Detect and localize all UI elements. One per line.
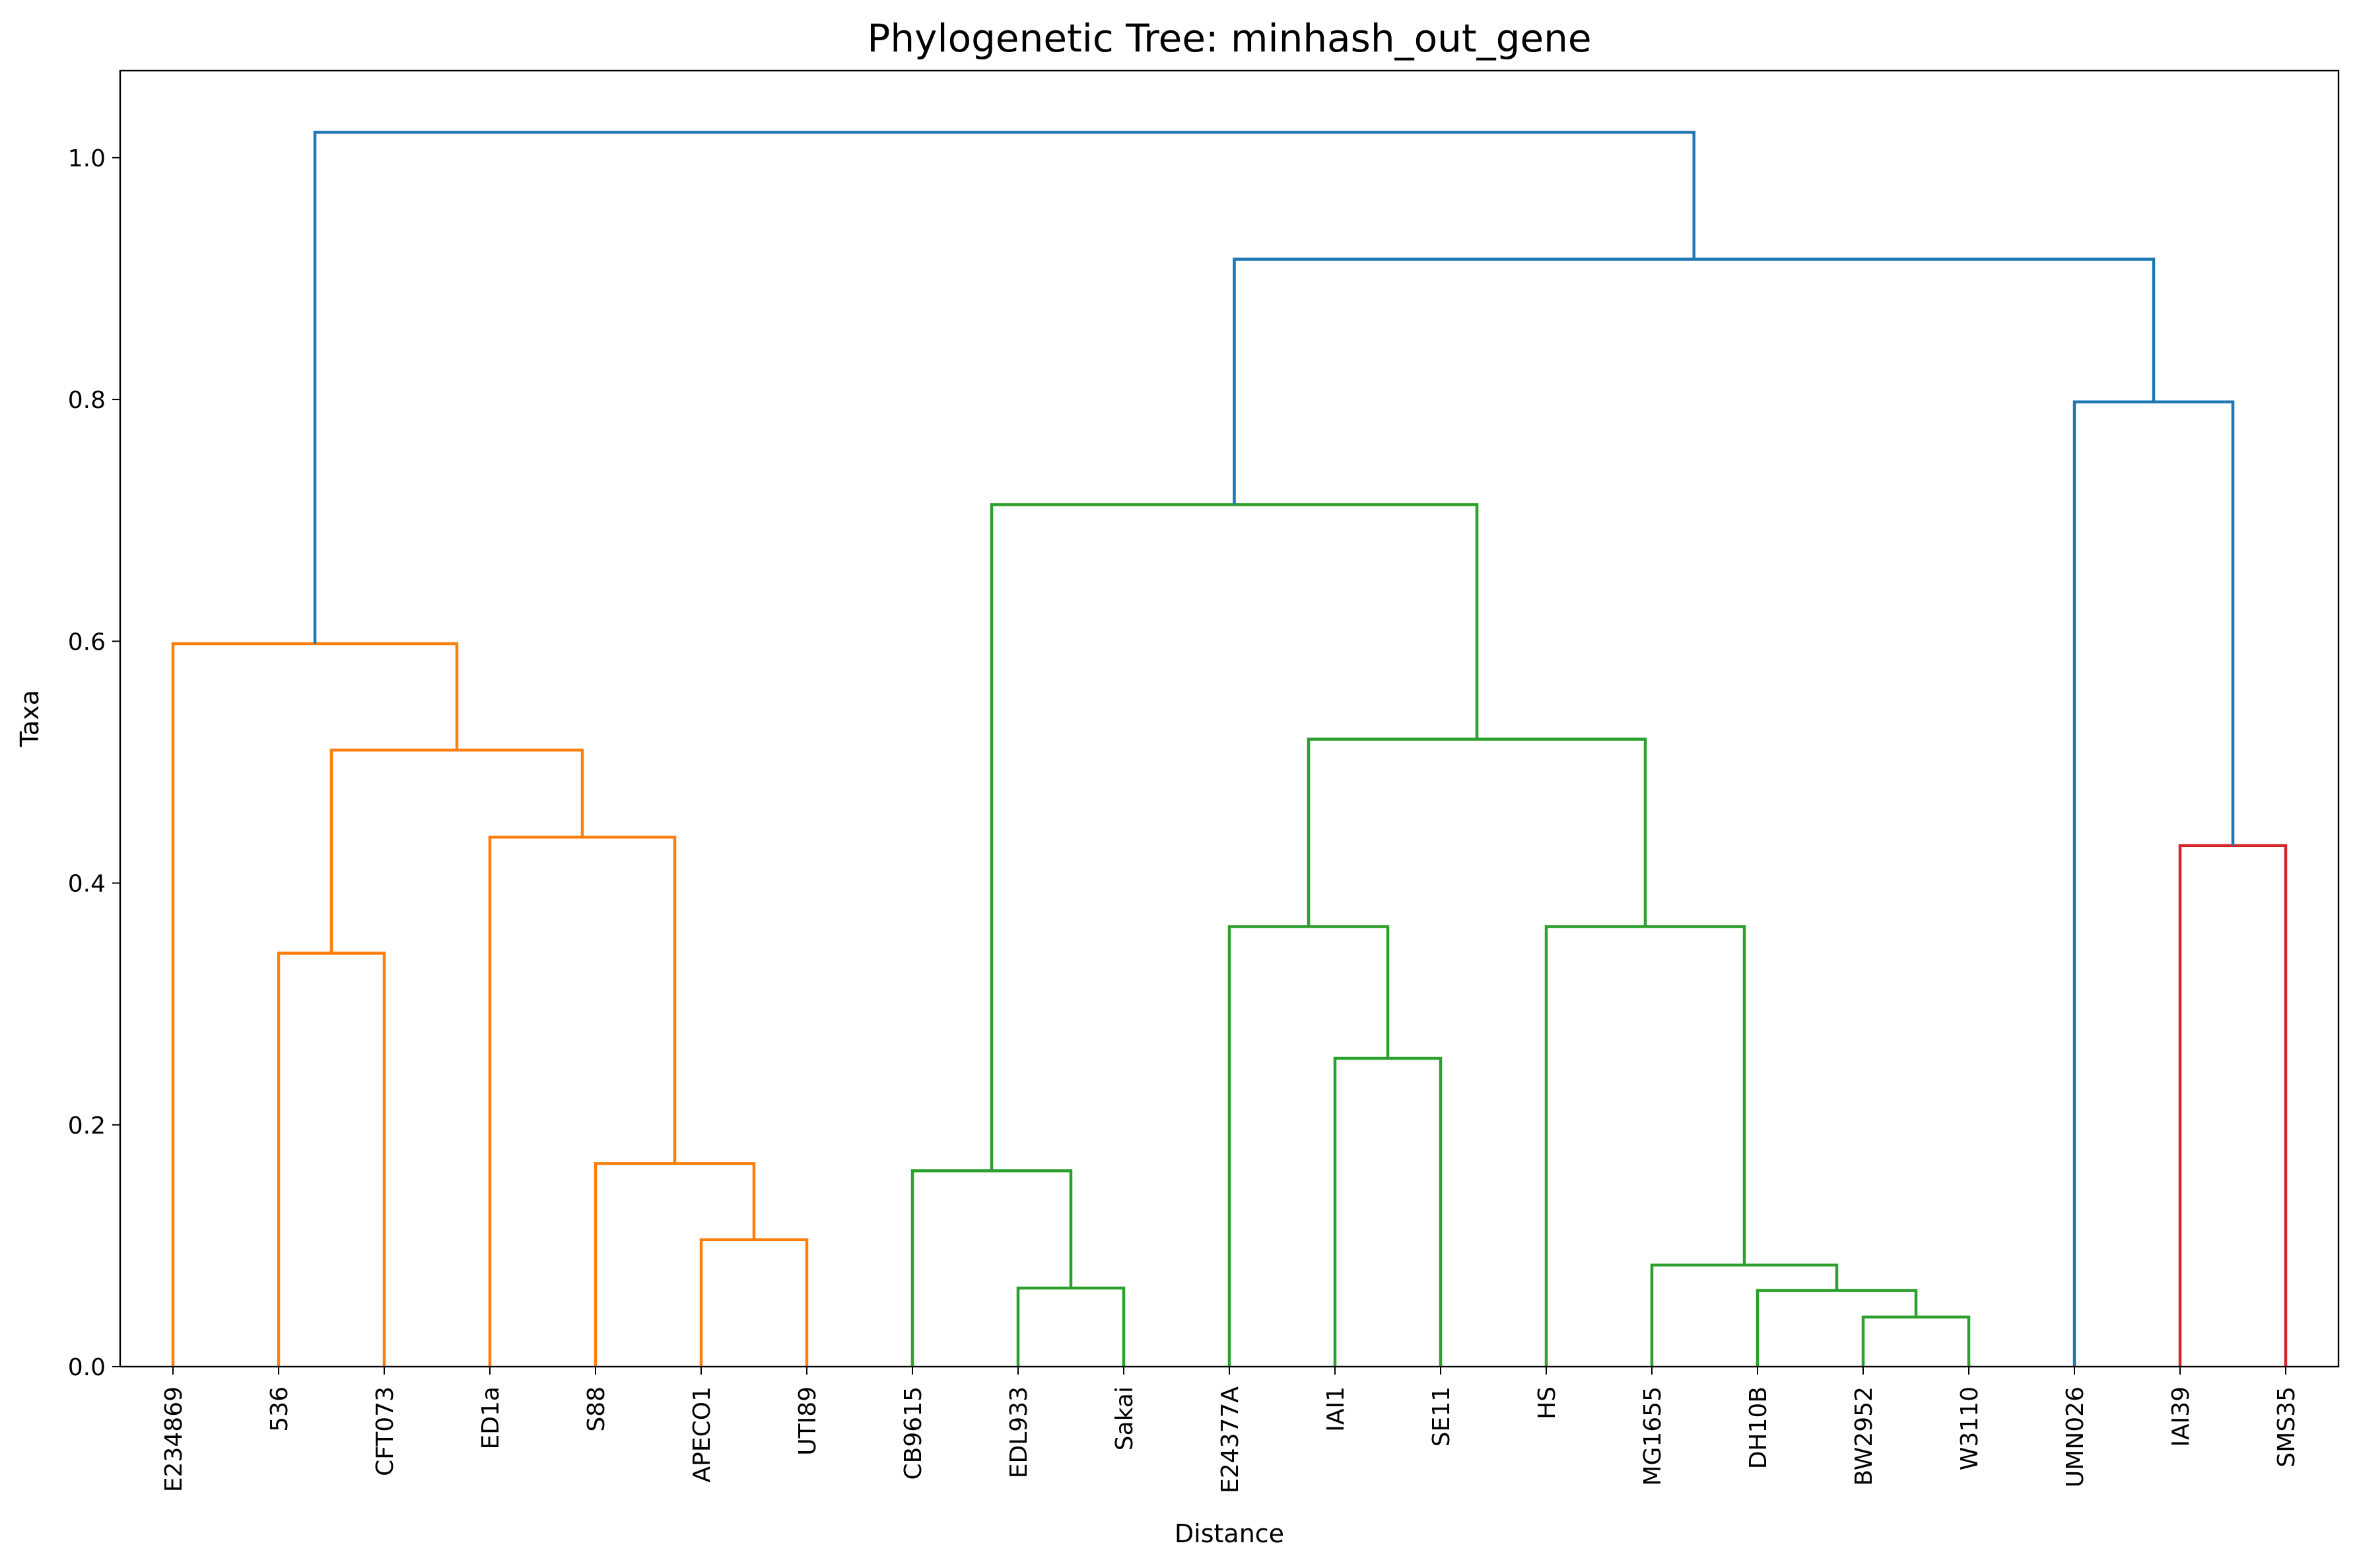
dendrogram-link-5 <box>329 748 584 953</box>
dendrogram-link-14 <box>1544 925 1746 1367</box>
dendrogram-link-15 <box>1307 737 1647 927</box>
leaf-label: SMS35 <box>2273 1386 2300 1468</box>
dendrogram-link-9 <box>1333 1056 1443 1367</box>
dendrogram-link-19 <box>1233 257 2156 505</box>
leaf-label: HS <box>1534 1386 1561 1419</box>
y-tick-label: 0.6 <box>68 629 106 656</box>
dendrogram-links <box>171 131 2288 1367</box>
leaf-label: SE11 <box>1428 1386 1455 1447</box>
leaf-label: 536 <box>266 1386 293 1432</box>
leaf-label: MG1655 <box>1639 1386 1666 1486</box>
leaf-label: S88 <box>583 1386 610 1432</box>
leaf-label: E24377A <box>1217 1386 1244 1493</box>
dendrogram-link-10 <box>1227 925 1390 1367</box>
dendrogram-link-17 <box>2178 844 2288 1367</box>
dendrogram-link-11 <box>1861 1315 1971 1367</box>
dendrogram-link-6 <box>171 642 459 1367</box>
leaf-label: DH10B <box>1745 1386 1772 1469</box>
x-axis-label: Distance <box>1175 1519 1284 1548</box>
leaf-label: APECO1 <box>689 1386 716 1482</box>
dendrogram-link-7 <box>1016 1286 1126 1367</box>
y-tick-label: 0.8 <box>68 387 106 414</box>
leaf-label: CFT073 <box>372 1386 399 1476</box>
dendrogram-link-13 <box>1650 1263 1839 1367</box>
dendrogram-link-3 <box>488 835 677 1367</box>
dendrogram-link-2 <box>594 1162 756 1367</box>
dendrogram-link-18 <box>2072 400 2235 1367</box>
leaf-label: ED1a <box>477 1386 504 1449</box>
y-axis-label: Taxa <box>15 690 44 747</box>
dendrogram-link-20 <box>313 131 1695 644</box>
leaf-label: E234869 <box>160 1386 188 1492</box>
leaf-label: CB9615 <box>900 1386 927 1480</box>
y-tick-label: 0.4 <box>68 871 106 898</box>
y-tick-label: 1.0 <box>68 145 106 172</box>
leaf-label: BW2952 <box>1851 1386 1878 1486</box>
chart-title: Phylogenetic Tree: minhash_out_gene <box>867 16 1591 61</box>
leaf-label: IAI1 <box>1322 1386 1349 1432</box>
leaf-label: IAI39 <box>2168 1386 2195 1447</box>
y-tick-label: 0.2 <box>68 1112 106 1140</box>
y-axis: 0.0 0.2 0.4 0.6 0.8 1.0 <box>68 145 120 1381</box>
y-tick-label: 0.0 <box>68 1354 106 1381</box>
dendrogram-link-4 <box>277 951 386 1367</box>
dendrogram-link-16 <box>990 503 1479 1171</box>
leaf-label: UTI89 <box>794 1386 821 1456</box>
leaf-label: W3110 <box>1956 1386 1983 1470</box>
leaf-label: UMN026 <box>2062 1386 2089 1487</box>
dendrogram-link-1 <box>699 1238 809 1367</box>
dendrogram-link-8 <box>910 1169 1073 1367</box>
leaf-label: Sakai <box>1111 1386 1138 1450</box>
dendrogram-link-12 <box>1756 1289 1918 1367</box>
x-axis: E234869 536 CFT073 ED1a S88 APECO1 UTI89 CB9615… <box>160 1367 2300 1493</box>
leaf-label: EDL933 <box>1006 1386 1033 1478</box>
